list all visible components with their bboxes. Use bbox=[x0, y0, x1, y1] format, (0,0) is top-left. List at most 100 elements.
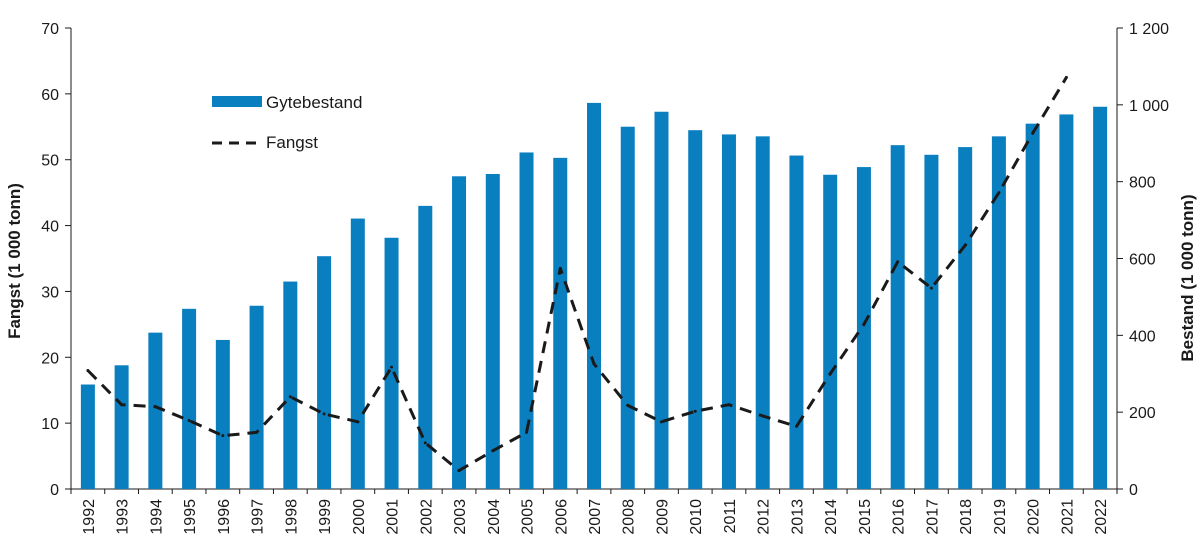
bar bbox=[418, 205, 433, 489]
y-axis-title-left: Fangst (1 000 tonn) bbox=[5, 183, 24, 339]
x-tick-label: 1992 bbox=[81, 499, 98, 535]
y-tick-label-right: 600 bbox=[1129, 252, 1156, 269]
x-tick-label: 1997 bbox=[250, 499, 267, 535]
x-tick-label: 2018 bbox=[958, 499, 975, 535]
y-axis-title-right: Bestand (1 000 tonn) bbox=[1178, 194, 1197, 361]
x-tick-label: 2020 bbox=[1026, 499, 1043, 535]
bar bbox=[1059, 114, 1074, 489]
y-tick-label-left: 70 bbox=[41, 21, 59, 38]
bar bbox=[1093, 106, 1108, 490]
line-point bbox=[862, 322, 866, 326]
x-tick-label: 2007 bbox=[587, 499, 604, 535]
y-tick-label-left: 0 bbox=[50, 482, 59, 499]
bar bbox=[452, 176, 467, 489]
line-point bbox=[794, 424, 798, 428]
bar bbox=[350, 218, 365, 489]
x-tick-label: 2002 bbox=[418, 499, 435, 535]
x-tick-label: 2011 bbox=[722, 499, 739, 534]
x-tick-label: 2006 bbox=[553, 499, 570, 535]
bar bbox=[620, 126, 635, 489]
line-point bbox=[423, 441, 427, 445]
line-point bbox=[963, 243, 967, 247]
line-point bbox=[929, 286, 933, 290]
line-point bbox=[727, 403, 731, 407]
bar bbox=[958, 147, 973, 489]
legend-label-fangst: Fangst bbox=[266, 133, 318, 152]
line-point bbox=[525, 430, 529, 434]
bar bbox=[688, 130, 703, 489]
y-tick-label-right: 800 bbox=[1129, 175, 1156, 192]
bar bbox=[856, 167, 871, 489]
bar bbox=[991, 136, 1006, 489]
legend: Gytebestand Fangst bbox=[212, 93, 362, 152]
line-point bbox=[255, 430, 259, 434]
line-point bbox=[322, 412, 326, 416]
line-point bbox=[659, 420, 663, 424]
x-tick-label: 2012 bbox=[756, 499, 773, 535]
line-point bbox=[390, 365, 394, 369]
legend-swatch-gytebestand bbox=[212, 96, 262, 107]
y-tick-label-left: 50 bbox=[41, 153, 59, 170]
bar bbox=[148, 332, 163, 489]
bar bbox=[182, 308, 197, 489]
bar bbox=[485, 173, 500, 489]
line-point bbox=[626, 403, 630, 407]
y-tick-label-right: 400 bbox=[1129, 328, 1156, 345]
bar bbox=[519, 152, 534, 489]
line-point bbox=[356, 420, 360, 424]
line-point bbox=[221, 434, 225, 438]
bar bbox=[721, 134, 736, 489]
y-tick-label-left: 20 bbox=[41, 350, 59, 367]
x-tick-label: 2022 bbox=[1093, 499, 1110, 535]
line-point bbox=[592, 362, 596, 366]
x-tick-label: 2008 bbox=[621, 499, 638, 535]
x-tick-label: 2003 bbox=[452, 499, 469, 535]
line-point bbox=[997, 191, 1001, 195]
line-point bbox=[761, 414, 765, 418]
line-point bbox=[693, 409, 697, 413]
bar bbox=[249, 305, 264, 489]
bar bbox=[80, 384, 95, 489]
y-tick-label-left: 30 bbox=[41, 284, 59, 301]
x-tick-label: 1998 bbox=[283, 499, 300, 535]
x-tick-label: 2004 bbox=[486, 499, 503, 535]
plot-area: 0 10 20 30 40 50 60 70 0 200 400 600 800 1 000 1 200 19… bbox=[41, 21, 1169, 535]
x-tick-label: 1999 bbox=[317, 499, 334, 535]
line-point bbox=[86, 368, 90, 372]
line-point bbox=[828, 372, 832, 376]
x-tick-label: 1995 bbox=[182, 499, 199, 535]
y-tick-label-right: 0 bbox=[1129, 482, 1138, 499]
x-tick-label: 2005 bbox=[520, 499, 537, 535]
line-point bbox=[558, 266, 562, 270]
legend-label-gytebestand: Gytebestand bbox=[266, 93, 362, 112]
x-tick-label: 1996 bbox=[216, 499, 233, 535]
x-tick-label: 2013 bbox=[789, 499, 806, 535]
y-tick-label-right: 200 bbox=[1129, 405, 1156, 422]
x-tick-label: 2001 bbox=[385, 499, 402, 535]
x-tick-label: 2009 bbox=[654, 499, 671, 535]
x-tick-label: 2021 bbox=[1059, 499, 1076, 535]
bar bbox=[890, 145, 905, 489]
line-point bbox=[457, 469, 461, 473]
x-tick-label: 2019 bbox=[992, 499, 1009, 535]
bar bbox=[789, 155, 804, 489]
bar bbox=[553, 157, 568, 489]
line-point bbox=[491, 449, 495, 453]
bar bbox=[823, 174, 838, 490]
x-tick-label: 2016 bbox=[891, 499, 908, 535]
bar bbox=[924, 154, 939, 489]
y-tick-label-left: 10 bbox=[41, 416, 59, 433]
y-tick-label-left: 60 bbox=[41, 87, 59, 104]
bar bbox=[215, 339, 230, 489]
bar bbox=[1025, 123, 1040, 489]
x-tick-label: 2014 bbox=[823, 499, 840, 535]
bar bbox=[755, 136, 770, 489]
bar bbox=[114, 365, 129, 489]
bar bbox=[283, 281, 298, 489]
line-point bbox=[153, 405, 157, 409]
line-point bbox=[896, 260, 900, 264]
x-tick-label: 2017 bbox=[924, 499, 941, 535]
line-point bbox=[187, 419, 191, 423]
y-tick-label-left: 40 bbox=[41, 219, 59, 236]
